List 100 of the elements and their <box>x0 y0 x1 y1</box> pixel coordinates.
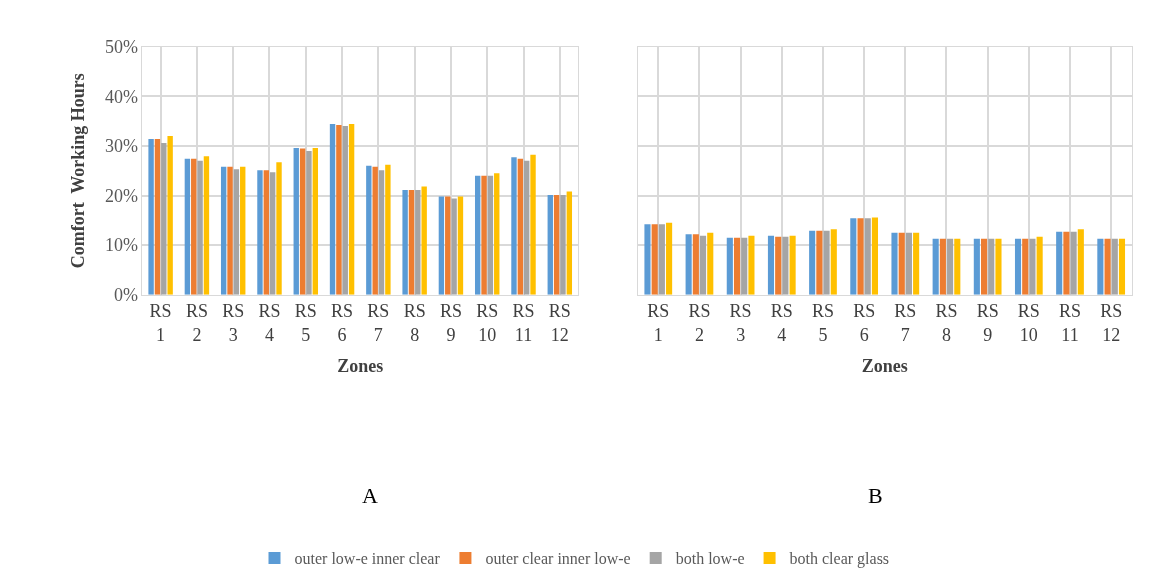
x-tick-label: RS 4 <box>770 301 793 345</box>
bar <box>954 238 961 295</box>
x-tick-label: RS 10 <box>1017 301 1040 345</box>
bar <box>227 166 233 295</box>
x-tick-label: RS 3 <box>729 301 752 345</box>
bar <box>726 237 733 295</box>
bar <box>692 234 699 295</box>
x-tick-label: RS 4 <box>258 301 281 345</box>
bar <box>775 236 782 295</box>
bar <box>782 236 789 295</box>
bar <box>220 166 227 295</box>
bar <box>553 195 560 295</box>
bar <box>1070 231 1077 295</box>
bar <box>366 165 372 295</box>
bar <box>733 237 741 295</box>
bar <box>566 191 573 295</box>
bar <box>203 156 210 295</box>
bar <box>644 224 651 295</box>
bar <box>457 196 464 295</box>
x-tick-label: RS 6 <box>331 301 354 345</box>
bar <box>871 217 879 295</box>
bar <box>154 138 161 295</box>
bar <box>830 229 837 295</box>
bar <box>415 190 421 295</box>
bar <box>336 125 342 295</box>
bar <box>348 124 355 295</box>
bar <box>666 222 673 295</box>
bar <box>685 234 692 295</box>
x-tick-label: RS 5 <box>294 301 317 345</box>
bar <box>547 195 553 295</box>
bar <box>299 148 306 295</box>
bar <box>789 235 796 295</box>
bar <box>481 175 487 295</box>
x-tick-label: RS 1 <box>149 301 172 345</box>
bar <box>487 175 494 295</box>
bar <box>1111 238 1118 295</box>
bar <box>312 147 319 295</box>
y-tick-label: 30% <box>104 136 138 157</box>
bar <box>517 158 524 295</box>
bar <box>864 218 871 295</box>
bar <box>167 136 173 295</box>
bar <box>939 238 946 295</box>
x-tick-label: RS 12 <box>548 301 571 345</box>
bar <box>932 238 939 295</box>
bar <box>276 162 282 295</box>
bar <box>438 196 445 295</box>
legend-label: outer low-e inner clear <box>294 550 441 568</box>
bar <box>857 218 864 295</box>
bar <box>402 190 408 295</box>
bar <box>1036 236 1043 295</box>
x-tick-label: RS 8 <box>935 301 958 345</box>
bar <box>445 196 451 295</box>
bar <box>451 198 457 295</box>
x-tick-label: RS 5 <box>811 301 834 345</box>
bar <box>197 160 203 295</box>
y-tick-label: 50% <box>104 37 138 58</box>
bar <box>1063 231 1070 295</box>
bar <box>342 126 348 295</box>
bar <box>767 235 775 295</box>
bar <box>658 224 665 295</box>
text: B <box>868 483 883 508</box>
bar <box>511 157 517 295</box>
x-tick-label: RS 11 <box>1058 301 1082 345</box>
bar <box>973 238 980 295</box>
bar <box>233 169 240 295</box>
x-tick-label: RS 8 <box>403 301 426 345</box>
bar <box>148 138 154 295</box>
bar <box>898 232 905 295</box>
bar <box>700 235 707 295</box>
bar <box>816 230 823 295</box>
x-tick-label: RS 3 <box>222 301 245 345</box>
bar <box>1077 229 1084 295</box>
bar <box>947 238 954 295</box>
bar <box>988 238 995 295</box>
text: A <box>362 483 378 508</box>
bar <box>651 224 658 295</box>
y-axis-title: Comfort Working Hours <box>68 73 89 269</box>
bar <box>269 172 276 295</box>
x-tick-label: RS 12 <box>1100 301 1123 345</box>
bar <box>257 170 263 295</box>
bar <box>306 150 312 295</box>
x-tick-label: RS 9 <box>439 301 462 345</box>
bar <box>475 175 481 295</box>
bar <box>408 190 415 295</box>
x-tick-label: RS 7 <box>894 301 917 345</box>
bar <box>421 186 427 295</box>
y-tick-label: 20% <box>104 185 138 206</box>
bar <box>240 166 246 295</box>
bar <box>995 238 1002 295</box>
x-tick-label: RS 2 <box>185 301 208 345</box>
bar <box>293 147 299 295</box>
bar <box>981 238 988 295</box>
legend-label: outer clear inner low-e <box>485 550 631 568</box>
bar <box>1029 238 1036 295</box>
bar <box>741 237 748 295</box>
bar <box>1097 238 1104 295</box>
bar <box>1056 231 1063 295</box>
bar <box>372 166 378 295</box>
bar <box>707 232 714 295</box>
bar <box>1118 238 1126 295</box>
